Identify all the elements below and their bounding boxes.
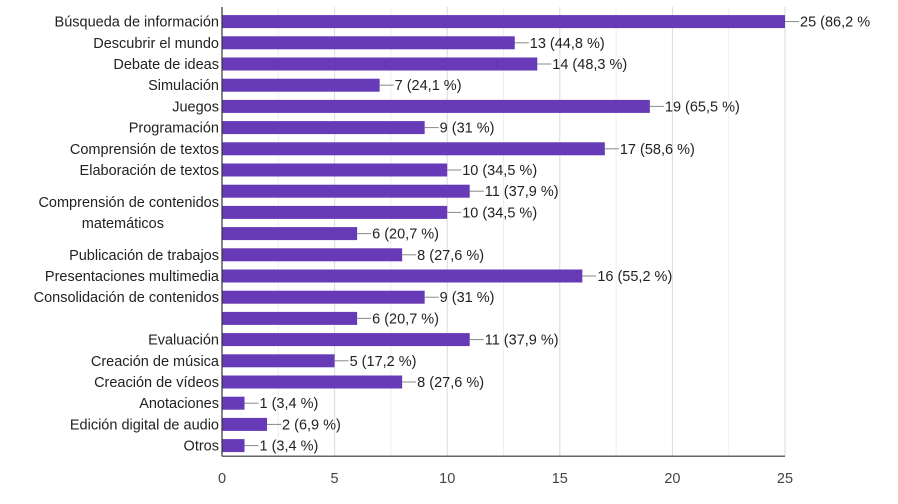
category-label: Juegos bbox=[172, 99, 219, 115]
value-label: 9 (31 %) bbox=[440, 121, 495, 137]
value-label: 11 (37,9 %) bbox=[485, 333, 559, 349]
x-tick-label: 25 bbox=[777, 471, 793, 487]
x-tick-label: 10 bbox=[439, 471, 455, 487]
category-label: Programación bbox=[129, 121, 219, 137]
bar bbox=[222, 290, 425, 304]
category-label: Simulación bbox=[148, 78, 219, 94]
category-label: Evaluación bbox=[148, 333, 219, 349]
value-label: 16 (55,2 %) bbox=[597, 269, 672, 285]
bar bbox=[222, 121, 425, 135]
bar bbox=[222, 311, 358, 325]
value-labels: 25 (86,2 % 13 (44,8 %) 14 (48,3 %) 7 (24,1 … bbox=[244, 15, 870, 455]
bar bbox=[222, 248, 403, 262]
category-labels: Búsqueda de información Descubrir el mund… bbox=[34, 15, 220, 455]
bar bbox=[222, 78, 380, 92]
bar bbox=[222, 15, 785, 29]
bar bbox=[222, 439, 245, 453]
category-label: Búsqueda de información bbox=[55, 15, 219, 31]
group-label-line: matemáticos bbox=[82, 216, 164, 232]
category-label: Debate de ideas bbox=[113, 57, 219, 73]
bar bbox=[222, 99, 650, 113]
value-label: 17 (58,6 %) bbox=[620, 142, 695, 158]
bar bbox=[222, 227, 358, 241]
category-label: Anotaciones bbox=[139, 396, 219, 412]
bar bbox=[222, 417, 268, 431]
value-label: 10 (34,5 %) bbox=[462, 163, 537, 179]
x-tick-labels: 0 5 10 15 20 25 bbox=[218, 471, 793, 487]
value-label: 6 (20,7 %) bbox=[372, 227, 439, 243]
category-label: Creación de vídeos bbox=[94, 375, 219, 391]
bar bbox=[222, 36, 515, 50]
bar bbox=[222, 57, 538, 71]
bar bbox=[222, 333, 470, 347]
category-label: Comprensión de textos bbox=[70, 142, 219, 158]
value-label: 2 (6,9 %) bbox=[282, 417, 341, 433]
value-label: 8 (27,6 %) bbox=[417, 248, 484, 264]
value-label: 1 (3,4 %) bbox=[260, 396, 319, 412]
value-label: 10 (34,5 %) bbox=[462, 205, 537, 221]
value-label: 19 (65,5 %) bbox=[665, 99, 740, 115]
bar bbox=[222, 142, 605, 156]
value-label: 5 (17,2 %) bbox=[350, 354, 417, 370]
category-label: Publicación de trabajos bbox=[69, 248, 219, 264]
bar bbox=[222, 205, 448, 219]
bar bbox=[222, 354, 335, 368]
axes bbox=[221, 7, 785, 457]
bar bbox=[222, 163, 448, 177]
group-label-line: Comprensión de contenidos bbox=[38, 195, 219, 211]
bar bbox=[222, 269, 583, 283]
value-label: 13 (44,8 %) bbox=[530, 36, 605, 52]
value-label: 9 (31 %) bbox=[440, 290, 495, 306]
bars bbox=[222, 15, 785, 453]
value-label: 1 (3,4 %) bbox=[260, 439, 319, 455]
value-label: 7 (24,1 %) bbox=[395, 78, 462, 94]
category-label: Creación de música bbox=[91, 354, 220, 370]
category-label: Otros bbox=[184, 439, 219, 455]
bar bbox=[222, 396, 245, 410]
value-label: 25 (86,2 % bbox=[800, 15, 870, 31]
category-label: Consolidación de contenidos bbox=[34, 290, 219, 306]
value-label: 8 (27,6 %) bbox=[417, 375, 484, 391]
x-tick-label: 5 bbox=[331, 471, 339, 487]
bar bbox=[222, 375, 403, 389]
category-label: Elaboración de textos bbox=[80, 163, 219, 179]
value-label: 14 (48,3 %) bbox=[552, 57, 627, 73]
category-label: Presentaciones multimedia bbox=[45, 269, 220, 285]
x-tick-label: 0 bbox=[218, 471, 226, 487]
category-label: Edición digital de audio bbox=[70, 417, 219, 433]
category-label: Descubrir el mundo bbox=[93, 36, 219, 52]
value-label: 6 (20,7 %) bbox=[372, 311, 439, 327]
x-tick-label: 20 bbox=[664, 471, 680, 487]
bar bbox=[222, 184, 470, 198]
x-tick-label: 15 bbox=[552, 471, 568, 487]
value-label: 11 (37,9 %) bbox=[485, 184, 559, 200]
